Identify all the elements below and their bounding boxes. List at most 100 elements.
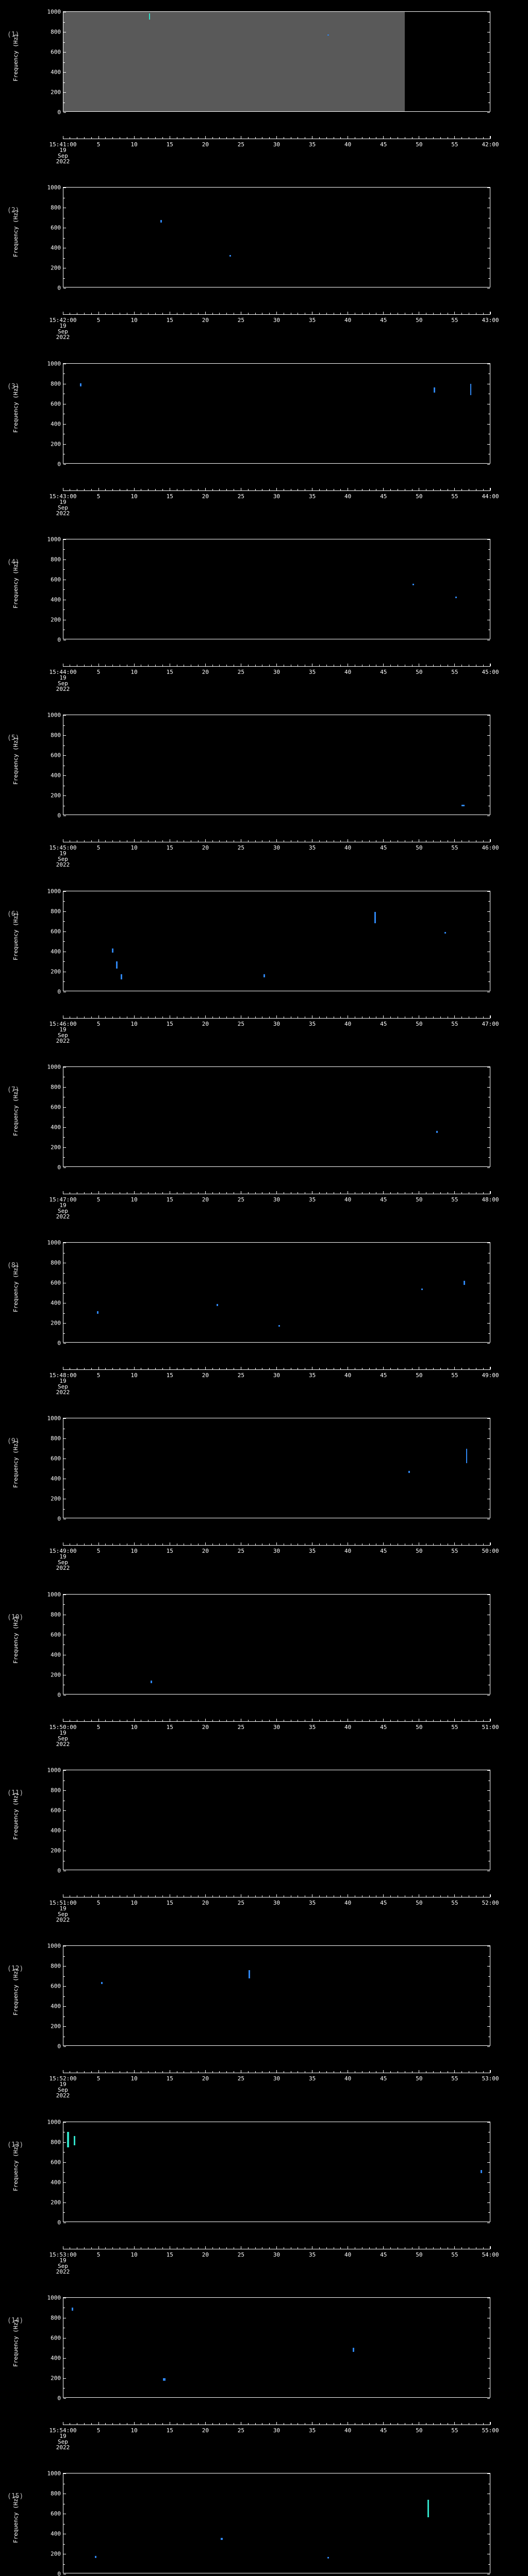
y-tick-mark (487, 423, 490, 425)
x-tick-mark (433, 1544, 434, 1546)
x-tick-mark (490, 136, 491, 139)
y-tick-label: 600 (51, 1104, 61, 1111)
x-tick-mark (383, 1191, 384, 1194)
x-tick-mark (226, 2422, 227, 2425)
x-tick-label: 15:41:00 19 Sep 2022 (49, 141, 77, 165)
panel-index-label: (8) (7, 1262, 20, 1270)
x-tick-mark (155, 1368, 156, 1370)
y-tick-mark (63, 92, 66, 93)
x-tick-mark (490, 2421, 491, 2425)
x-tick-mark (269, 1368, 270, 1370)
x-tick-mark (461, 2247, 463, 2249)
y-tick-mark-minor (63, 1976, 65, 1977)
x-tick-label: 5 (96, 1196, 101, 1203)
x-tick-mark (461, 664, 463, 666)
x-tick-mark (269, 137, 270, 139)
x-tick-label: 40 (344, 2075, 352, 2082)
x-tick-label: 55 (451, 317, 458, 324)
y-tick-label: 1000 (47, 1591, 61, 1598)
y-tick-mark (63, 891, 66, 892)
y-tick-mark (487, 1167, 490, 1168)
x-tick-mark (91, 1016, 92, 1018)
y-tick-label: 600 (51, 400, 61, 408)
x-tick-mark (219, 137, 220, 139)
x-tick-mark (326, 313, 327, 315)
y-tick-mark (63, 911, 66, 912)
x-tick-mark (461, 1368, 463, 1370)
x-tick-mark (219, 1719, 220, 1721)
x-tick-label: 30 (273, 844, 280, 852)
x-tick-mark (198, 2422, 199, 2425)
x-tick-mark (219, 1368, 220, 1370)
y-tick-mark-minor (488, 1624, 490, 1625)
x-tick-mark (383, 2070, 384, 2073)
x-tick-mark (269, 1016, 270, 1018)
x-tick-mark (198, 1895, 199, 1897)
y-tick-mark-minor (63, 549, 65, 550)
y-tick-label: 1000 (47, 1063, 61, 1071)
y-tick-mark (63, 2162, 66, 2163)
y-tick-label: 1000 (47, 711, 61, 719)
x-tick-label: 25 (237, 1020, 245, 1027)
y-tick-mark (63, 795, 66, 796)
x-tick-label: 15 (166, 668, 173, 675)
y-tick-mark-minor (488, 1137, 490, 1138)
data-mark (149, 13, 151, 20)
x-tick-label: 10 (130, 1723, 138, 1731)
plot-area-6: 0 200 400 600 800 1000 (47, 888, 490, 995)
x-tick-mark (319, 1192, 320, 1194)
y-tick-mark-minor (488, 2016, 490, 2017)
x-tick-label: 15:48:00 19 Sep 2022 (49, 1372, 77, 1396)
x-tick-mark (248, 1368, 249, 1370)
y-tick-mark (487, 1127, 490, 1128)
x-tick-label: 25 (237, 1900, 245, 1906)
x-tick-mark (454, 136, 455, 139)
y-tick-label: 0 (57, 988, 61, 995)
x-tick-mark (98, 2246, 99, 2249)
x-tick-mark (440, 1368, 441, 1370)
x-tick-mark (248, 1544, 249, 1546)
x-tick-label: 10 (130, 2075, 138, 2082)
data-mark (421, 1288, 423, 1290)
x-tick-mark (219, 2247, 220, 2249)
data-mark (327, 34, 329, 36)
x-tick-label: 20 (202, 2427, 209, 2434)
x-tick-mark (461, 1016, 463, 1018)
x-tick-mark (134, 136, 135, 139)
x-tick-mark (383, 1894, 384, 1897)
x-tick-label: 15 (166, 1723, 173, 1731)
x-tick-label: 35 (308, 1020, 316, 1027)
y-tick-mark-minor (488, 961, 490, 962)
data-mark (327, 2557, 329, 2559)
x-tick-label: 20 (202, 2251, 209, 2258)
x-tick-mark (369, 488, 370, 490)
x-axis-10: 15:50:00 19 Sep 2022 5 10 15 20 25 30 35 40 45 50 55 51… (50, 1718, 499, 1747)
y-axis-label: Frequency (Hz) (12, 1968, 19, 2015)
x-tick-label: 5 (96, 2427, 101, 2434)
x-tick-mark (112, 1895, 113, 1897)
x-tick-mark (269, 2071, 270, 2073)
y-tick-mark (63, 1343, 66, 1344)
y-tick-mark (63, 931, 66, 932)
x-tick-mark (383, 312, 384, 315)
x-tick-label: 5 (96, 317, 101, 324)
y-tick-mark (63, 1147, 66, 1148)
y-tick-label: 0 (57, 636, 61, 643)
x-tick-mark (319, 2422, 320, 2425)
x-tick-label: 15 (166, 493, 173, 500)
y-tick-label: 1000 (47, 360, 61, 367)
y-tick-label: 600 (51, 2334, 61, 2342)
x-tick-label: 55 (451, 141, 458, 148)
x-tick-mark (461, 1895, 463, 1897)
y-tick-mark-minor (63, 238, 65, 239)
x-tick-mark (198, 2071, 199, 2073)
y-tick-label: 0 (57, 2219, 61, 2226)
x-tick-mark (226, 137, 227, 139)
x-tick-mark (155, 1895, 156, 1897)
x-tick-mark (326, 664, 327, 666)
x-tick-mark (105, 2422, 106, 2425)
x-tick-mark (226, 488, 227, 490)
y-tick-label: 1000 (47, 2119, 61, 2126)
data-mark (160, 219, 162, 223)
data-mark (263, 974, 265, 978)
